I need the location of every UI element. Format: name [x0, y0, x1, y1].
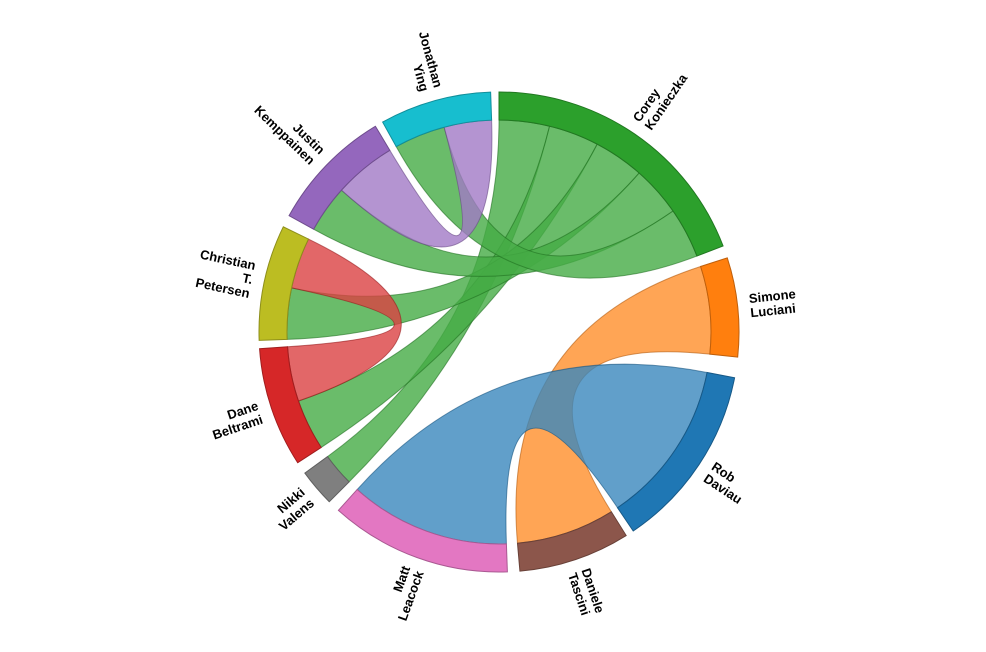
- chord-group-arcs: [258, 91, 740, 573]
- group-arc-rob-daviau[interactable]: [616, 371, 736, 532]
- group-label-matt-leacock: MattLeacock: [381, 563, 427, 623]
- group-arc-dane-beltrami[interactable]: [259, 346, 322, 464]
- group-label-line: T.: [241, 270, 254, 287]
- group-arc-corey-konieczka[interactable]: [498, 91, 724, 257]
- group-label-line: Simone: [748, 286, 796, 306]
- group-arc-justin-kemppainen[interactable]: [288, 125, 391, 230]
- group-label-nikki-valens: NikkiValens: [267, 485, 317, 534]
- group-label-dane-beltrami: DaneBeltrami: [206, 398, 265, 442]
- group-arc-simone-luciani[interactable]: [699, 257, 740, 358]
- group-arc-jonathan-ying[interactable]: [381, 91, 493, 148]
- group-arc-christian-t-petersen[interactable]: [258, 226, 310, 341]
- group-arc-nikki-valens[interactable]: [304, 455, 350, 503]
- group-label-justin-kemppainen: JustinKemppainen: [251, 92, 328, 167]
- chord-ribbons: [286, 119, 712, 545]
- group-label-line: Christian: [199, 247, 257, 273]
- group-label-simone-luciani: SimoneLuciani: [748, 286, 798, 320]
- group-label-jonathan-ying: JonathanYing: [402, 30, 446, 94]
- group-label-corey-konieczka: CoreyKonieczka: [630, 62, 691, 132]
- group-label-christian-t-petersen: ChristianT.Petersen: [193, 247, 257, 301]
- group-label-rob-daviau: RobDaviau: [701, 459, 753, 507]
- group-label-daniele-tascini: DanieleTascini: [565, 566, 607, 619]
- group-label-line: Ying: [410, 62, 432, 93]
- group-arc-daniele-tascini[interactable]: [516, 511, 627, 572]
- group-arc-matt-leacock[interactable]: [337, 488, 508, 573]
- group-label-line: Luciani: [750, 301, 797, 321]
